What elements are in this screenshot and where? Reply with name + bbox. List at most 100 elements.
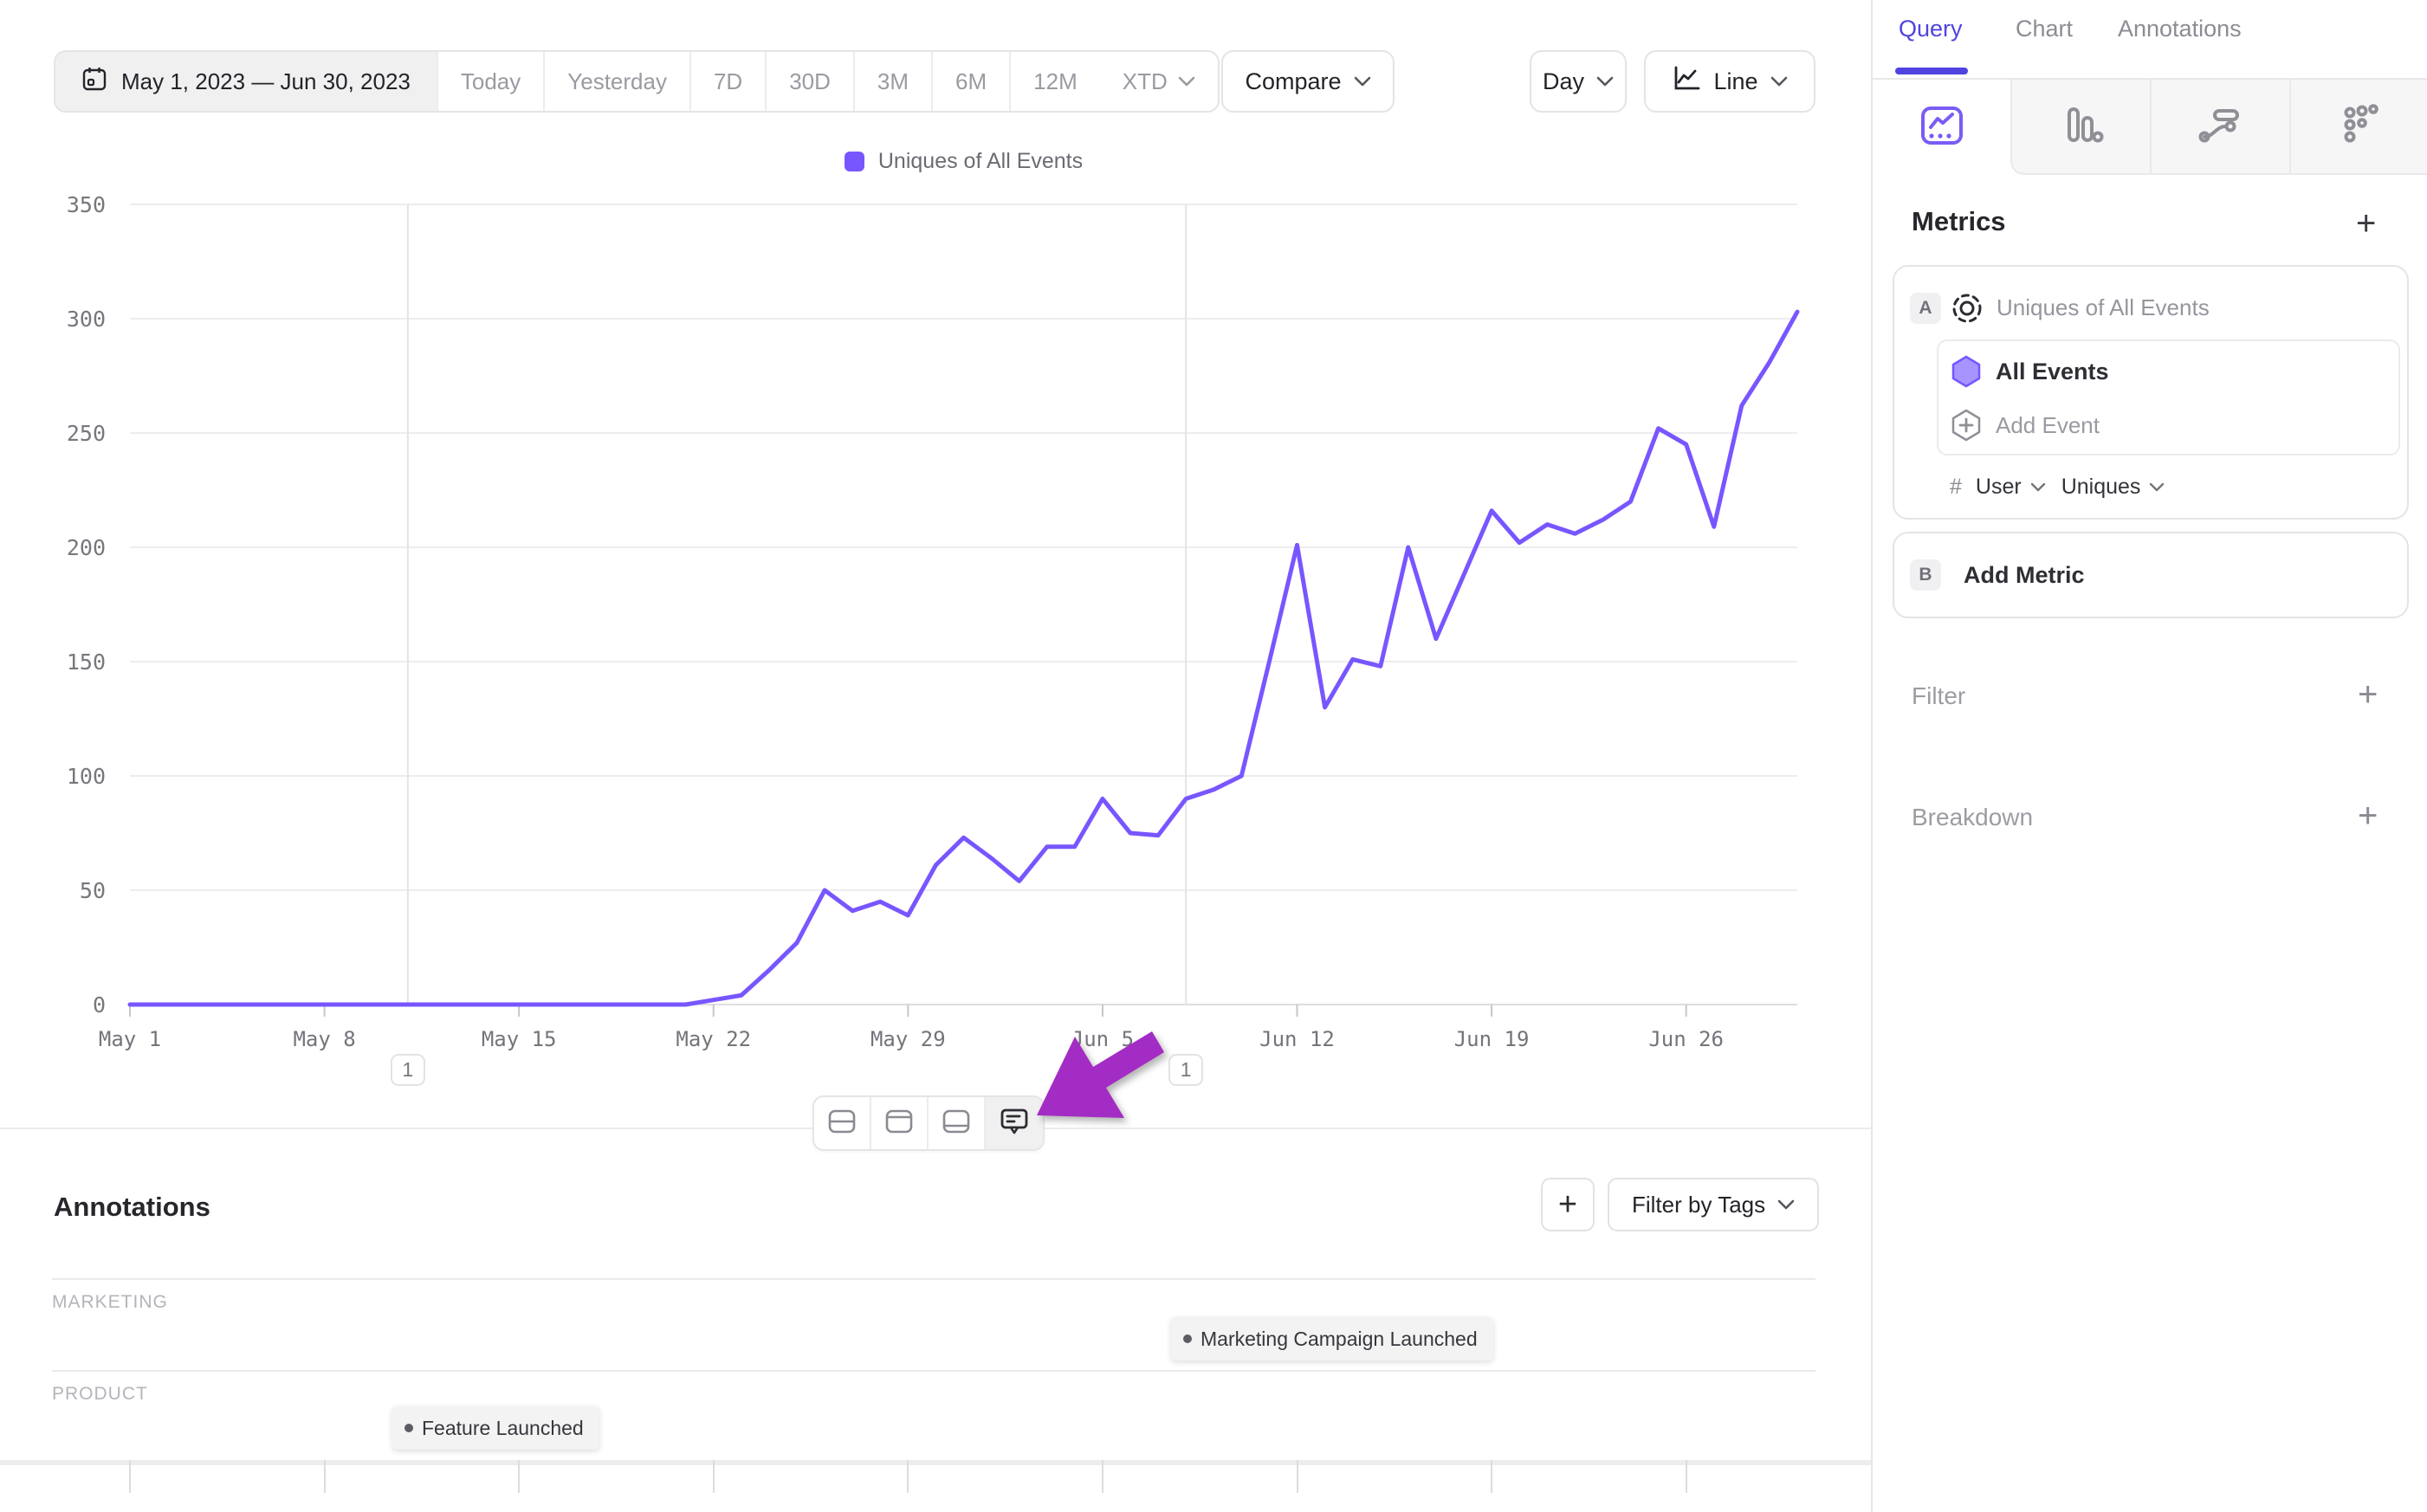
metric-b-badge: B [1910,559,1941,591]
add-event-button[interactable]: Add Event [1996,412,2100,438]
row-divider [52,1370,1815,1372]
ruler-tick [712,1460,715,1493]
calendar-icon [81,66,107,98]
metric-a-name[interactable]: Uniques of All Events [1997,294,2210,320]
svg-text:250: 250 [67,421,106,446]
view-retention-button[interactable] [2289,80,2427,175]
add-metric-plus-button[interactable]: + [2356,204,2377,242]
annotation-count-badge[interactable]: 1 [390,1054,425,1086]
comment-icon [999,1107,1030,1140]
aggregation-label: Uniques [2061,475,2141,499]
chart-type-button[interactable]: Line [1644,50,1815,113]
pointer-arrow [1037,1031,1164,1118]
report-type-switcher [1873,80,2427,175]
svg-text:May 8: May 8 [293,1027,355,1051]
metrics-heading: Metrics [1912,206,2006,236]
svg-text:0: 0 [93,992,106,1018]
preset-button[interactable]: 6M [933,52,1012,111]
metric-b-card[interactable]: B Add Metric [1893,532,2409,618]
panel-bottom-icon [941,1108,972,1140]
svg-text:May 1: May 1 [99,1027,161,1051]
add-breakdown-button[interactable]: + [2358,797,2378,835]
chevron-down-icon [2030,482,2048,493]
legend-swatch [844,152,864,171]
filter-by-tags-button[interactable]: Filter by Tags [1608,1178,1820,1231]
svg-text:100: 100 [67,764,106,789]
chevron-down-icon [1770,76,1788,87]
annotation-count-badge[interactable]: 1 [1168,1054,1204,1086]
filter-section-label: Filter [1912,682,1966,709]
preset-button[interactable]: Yesterday [545,52,691,111]
ruler-tick [1296,1460,1298,1493]
gear-icon[interactable] [1950,291,1984,330]
preset-button[interactable]: 30D [767,52,855,111]
compare-label: Compare [1245,68,1342,94]
active-tab-underline [1895,68,1968,74]
line-chart[interactable]: 0 50 100 150 200 250 300 350 May 1 May 8 May 15 May… [0,0,1871,1152]
preset-button[interactable]: 3M [855,52,934,111]
svg-text:350: 350 [67,192,106,217]
flows-icon [2196,100,2246,153]
compare-button[interactable]: Compare [1221,50,1395,113]
metric-a-badge: A [1910,293,1941,324]
ruler-tick [323,1460,326,1493]
svg-text:50: 50 [80,878,106,903]
date-presets: Today Yesterday 7D 30D 3M 6M 12M [438,52,1100,111]
sidebar-tabs: Query Chart Annotations [1873,0,2427,80]
event-hexagon-icon [1951,355,1982,392]
tab-chart[interactable]: Chart [2016,16,2074,42]
layout-panel-bottom-button[interactable] [929,1097,986,1149]
chevron-down-icon [1596,76,1614,87]
annotations-comment-button[interactable] [986,1097,1043,1149]
svg-text:Jun 12: Jun 12 [1259,1027,1335,1051]
tab-annotations[interactable]: Annotations [2118,16,2242,42]
breakdown-section-label: Breakdown [1912,804,2034,830]
svg-text:Jun 5: Jun 5 [1071,1027,1134,1051]
preset-button[interactable]: 7D [691,52,767,111]
ruler-tick [907,1460,909,1493]
ruler-tick [1491,1460,1493,1493]
add-filter-button[interactable]: + [2358,675,2378,714]
svg-text:Jun 26: Jun 26 [1648,1027,1724,1051]
add-event-hexagon-icon [1951,409,1982,446]
event-name[interactable]: All Events [1996,359,2109,384]
xtd-preset-button[interactable]: XTD [1100,52,1218,111]
svg-text:May 29: May 29 [870,1027,946,1051]
xtd-label: XTD [1122,68,1168,94]
layout-split-rows-button[interactable] [814,1097,871,1149]
hash-icon: # [1950,475,1962,499]
chevron-down-icon [1178,76,1195,87]
granularity-button[interactable]: Day [1530,50,1627,113]
date-range-control: May 1, 2023 — Jun 30, 2023 Today Yesterda… [54,50,1220,113]
measurement-row: # User Uniques [1950,475,2166,500]
preset-button[interactable]: Today [438,52,546,111]
chart-type-label: Line [1713,68,1758,94]
layout-panel-top-button[interactable] [871,1097,929,1149]
add-metric-button[interactable]: Add Metric [1964,562,2085,588]
legend-label: Uniques of All Events [877,149,1084,173]
date-range-button[interactable]: May 1, 2023 — Jun 30, 2023 [55,52,438,111]
annotation-group-label: MARKETING [52,1292,168,1312]
chart-canvas: 0 50 100 150 200 250 300 350 May 1 May 8 May 15 May… [67,192,1800,1051]
ruler-tick [1101,1460,1103,1493]
metric-a-card[interactable]: A Uniques of All Events All Events Add E… [1893,265,2409,520]
split-rows-icon [826,1108,858,1140]
chart-legend[interactable]: Uniques of All Events [130,149,1797,174]
annotation-chip-product[interactable]: Feature Launched [392,1406,599,1450]
aggregation-dropdown[interactable]: Uniques [2061,475,2167,500]
view-funnels-button[interactable] [2010,80,2150,175]
preset-button[interactable]: 12M [1033,68,1078,94]
view-insights-button[interactable] [1873,80,2010,175]
annotation-chip-marketing[interactable]: Marketing Campaign Launched [1171,1317,1493,1360]
tab-query[interactable]: Query [1899,16,1963,42]
plus-icon: + [1557,1186,1578,1223]
add-annotation-button[interactable]: + [1541,1178,1595,1231]
entity-dropdown[interactable]: User [1976,475,2048,500]
chart-bottom-toolbar [812,1095,1045,1151]
svg-text:Jun 19: Jun 19 [1454,1027,1530,1051]
svg-text:May 15: May 15 [482,1027,557,1051]
view-flows-button[interactable] [2150,80,2289,175]
annotation-group-label: PRODUCT [52,1384,148,1404]
filter-by-tags-label: Filter by Tags [1632,1191,1766,1218]
